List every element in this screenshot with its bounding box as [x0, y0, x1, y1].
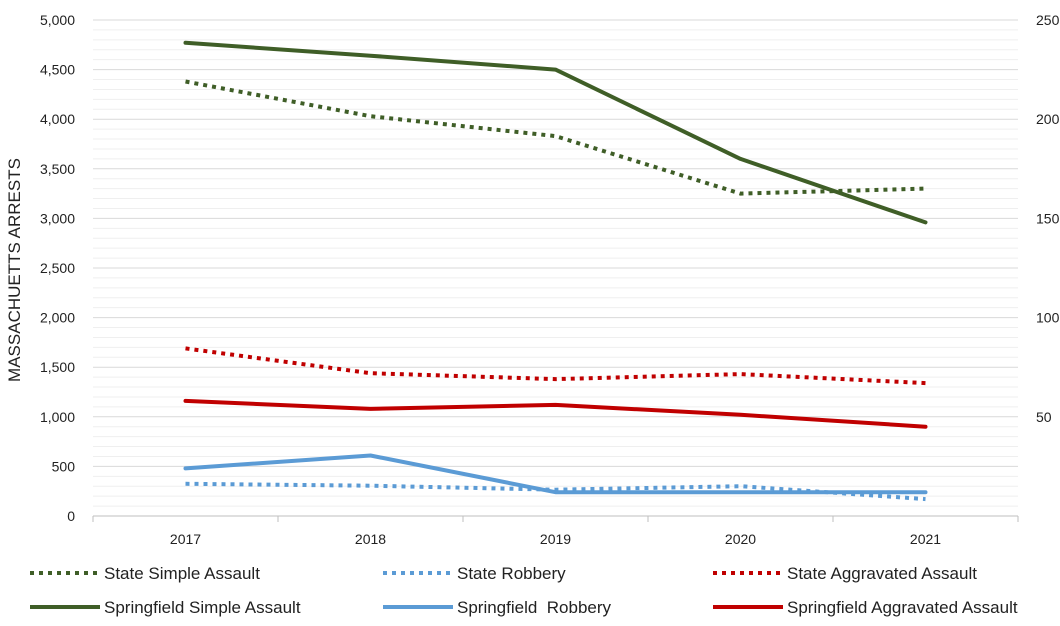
- y-axis-ticks: 0 500 1,000 1,500 2,000 2,500 3,000 3,500 4,000 4…: [40, 12, 75, 524]
- legend-item: State Simple Assault: [30, 564, 260, 583]
- y-tick-label: 3,000: [40, 210, 75, 226]
- series-line-springfield-aggravated-assault: [183, 398, 928, 429]
- series-line-state-robbery: [185, 481, 926, 502]
- y-tick-label: 3,500: [40, 161, 75, 177]
- y-tick-label: 2,500: [40, 260, 75, 276]
- x-axis-ticks: 2017 2018 2019 2020 2021: [170, 531, 941, 547]
- x-tick-label: 2020: [725, 531, 756, 547]
- legend-item: State Aggravated Assault: [713, 564, 977, 583]
- y-tick-label: 4,000: [40, 111, 75, 127]
- y-tick-label: 1,500: [40, 359, 75, 375]
- series-line-state-aggravated-assault: [185, 346, 926, 386]
- legend: State Simple Assault State Robbery State A…: [30, 564, 1018, 617]
- legend-label: State Robbery: [457, 564, 566, 583]
- x-tick-label: 2021: [910, 531, 941, 547]
- y2-tick-label: 200: [1036, 111, 1060, 127]
- legend-item: State Robbery: [383, 564, 566, 583]
- y-axis-label: MASSACHUETTS ARRESTS: [5, 158, 24, 382]
- legend-label: State Simple Assault: [104, 564, 260, 583]
- y-tick-label: 1,000: [40, 409, 75, 425]
- y2-tick-label: 250: [1036, 12, 1060, 28]
- y-tick-label: 500: [52, 458, 76, 474]
- y-tick-label: 2,000: [40, 310, 75, 326]
- legend-item: Springfield Robbery: [383, 598, 612, 617]
- y2-tick-label: 100: [1036, 310, 1060, 326]
- legend-label: Springfield Simple Assault: [104, 598, 301, 617]
- y-tick-label: 0: [67, 508, 75, 524]
- series-line-state-simple-assault: [185, 79, 926, 196]
- y2-tick-label: 150: [1036, 210, 1060, 226]
- y-tick-label: 5,000: [40, 12, 75, 28]
- legend-label: Springfield Aggravated Assault: [787, 598, 1018, 617]
- series-line-springfield-robbery: [183, 453, 928, 495]
- gridlines: [92, 19, 1019, 522]
- x-tick-label: 2019: [540, 531, 571, 547]
- y2-axis-ticks: 50 100 150 200 250: [1036, 12, 1060, 425]
- legend-label: State Aggravated Assault: [787, 564, 977, 583]
- x-tick-label: 2017: [170, 531, 201, 547]
- legend-label: Springfield Robbery: [457, 598, 612, 617]
- y-tick-label: 4,500: [40, 62, 75, 78]
- x-tick-label: 2018: [355, 531, 386, 547]
- legend-item: Springfield Aggravated Assault: [713, 598, 1018, 617]
- series-lines: [183, 40, 928, 502]
- y2-tick-label: 50: [1036, 409, 1052, 425]
- series-line-springfield-simple-assault: [183, 40, 928, 225]
- legend-item: Springfield Simple Assault: [30, 598, 301, 617]
